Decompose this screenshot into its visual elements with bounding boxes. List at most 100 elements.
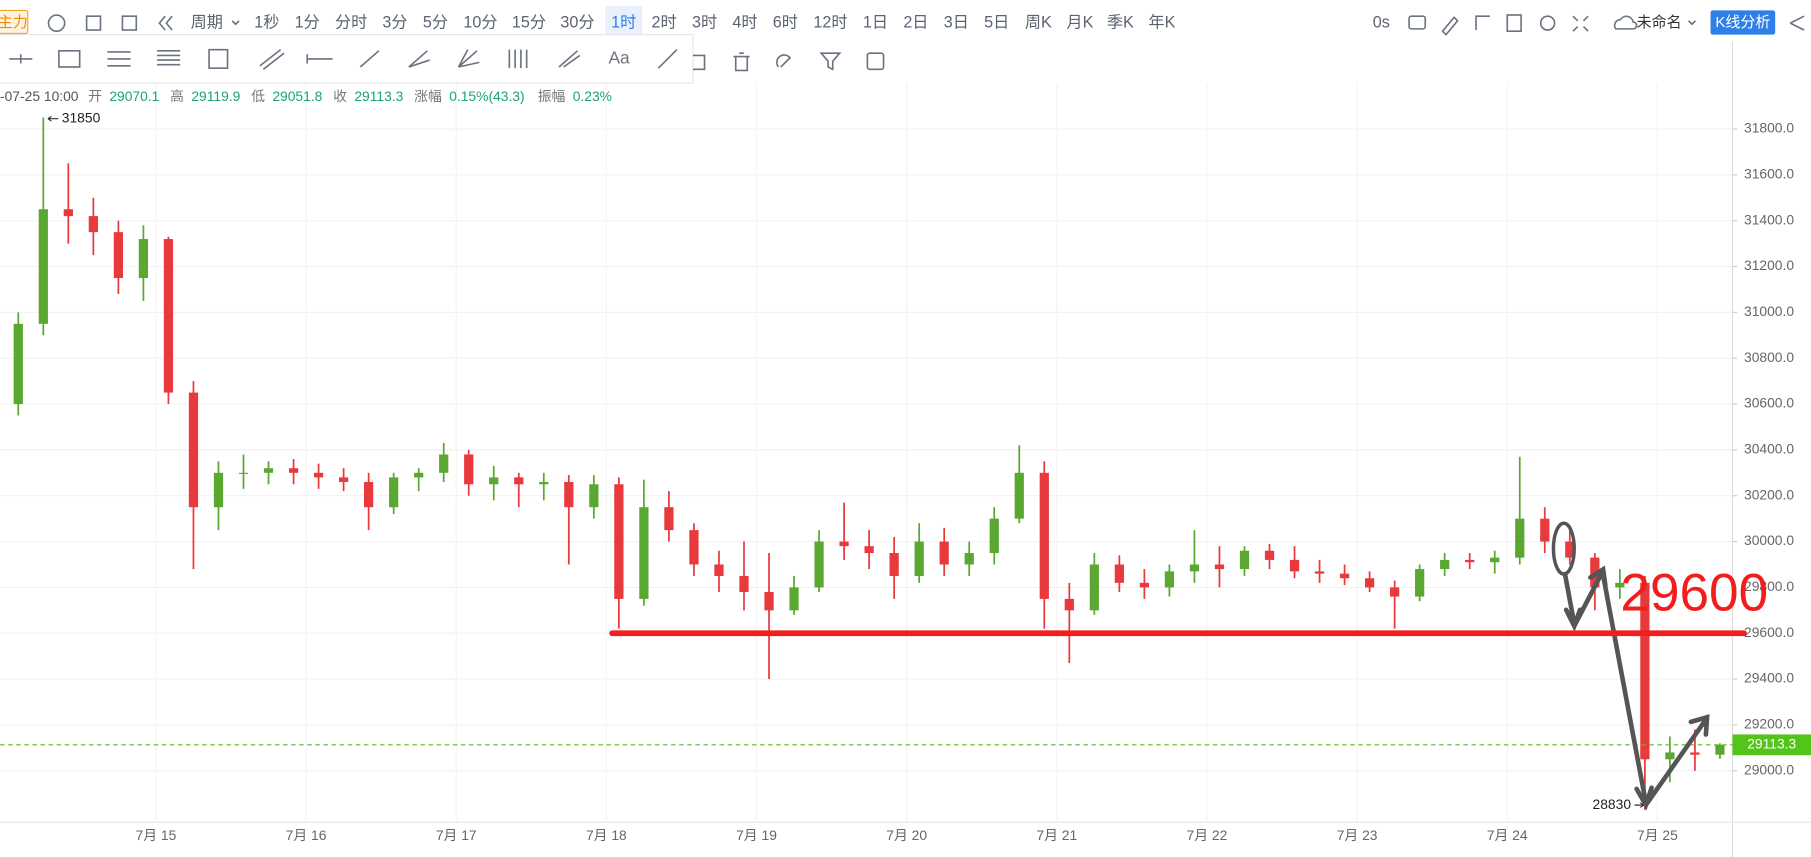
candle-body xyxy=(1690,752,1700,755)
x-tick-label: 7月 20 xyxy=(886,827,927,843)
candle-body xyxy=(1415,569,1425,597)
interval-button[interactable]: 5日 xyxy=(984,13,1009,31)
indicator-label: 主力 xyxy=(0,14,28,31)
interval-button[interactable]: 1分 xyxy=(295,13,320,31)
candle-body xyxy=(439,454,449,473)
interval-button[interactable]: 10分 xyxy=(463,13,497,31)
info-label: 开 xyxy=(88,88,102,104)
candle-body xyxy=(1339,573,1350,579)
fullscreen-icon[interactable] xyxy=(1572,15,1589,32)
interval-button[interactable]: 分时 xyxy=(335,13,367,31)
y-tick-label: 31200.0 xyxy=(1744,257,1794,273)
tool-angle[interactable] xyxy=(408,50,430,68)
x-tick-label: 7月 16 xyxy=(286,827,327,843)
tool-parallel[interactable] xyxy=(259,49,285,70)
layout-icon[interactable] xyxy=(121,15,138,31)
period-label[interactable]: 周期 xyxy=(191,13,223,31)
candle-body xyxy=(188,392,199,508)
candle-body xyxy=(989,518,999,554)
tool-lock[interactable] xyxy=(692,54,706,71)
indicator-button[interactable] xyxy=(0,9,29,35)
interval-button[interactable]: 15分 xyxy=(512,13,546,31)
interval-button[interactable]: 1日 xyxy=(863,13,888,31)
tool-trendline[interactable] xyxy=(359,50,380,68)
interval-button[interactable]: 年K xyxy=(1148,13,1175,31)
calc-icon[interactable] xyxy=(1506,14,1522,32)
calendar-icon[interactable] xyxy=(85,15,102,31)
interval-button[interactable]: 4时 xyxy=(732,13,757,31)
tool-fib[interactable] xyxy=(157,50,181,66)
top-toolbar: 主力 周期 1秒 1分 分时 3分 5分 10分 15分 30分 1时 2时 3时 4时 6时 12时 1日… xyxy=(0,5,1805,39)
cloud-icon[interactable] xyxy=(1613,15,1638,30)
tool-crosshair[interactable] xyxy=(9,54,33,64)
interval-button[interactable]: 6时 xyxy=(773,13,798,31)
interval-button[interactable]: 3时 xyxy=(692,13,717,31)
x-tick-label: 7月 17 xyxy=(436,827,477,843)
candle-body xyxy=(88,216,98,233)
interval-button[interactable]: 3日 xyxy=(944,13,969,31)
interval-button[interactable]: 30分 xyxy=(560,13,594,31)
tool-delete[interactable] xyxy=(733,52,750,72)
candle-body xyxy=(238,472,249,474)
tool-sync[interactable] xyxy=(866,52,885,71)
interval-button[interactable]: 12时 xyxy=(813,13,847,31)
active-interval-bg xyxy=(605,5,643,39)
refresh-label[interactable]: 0s xyxy=(1373,13,1390,31)
lightning-icon[interactable] xyxy=(47,14,66,32)
tool-rect[interactable] xyxy=(58,50,81,68)
candle-body xyxy=(689,530,699,565)
analysis-button-label: K线分析 xyxy=(1715,14,1770,31)
interval-button[interactable]: 1时 xyxy=(611,13,636,31)
interval-button[interactable]: 月K xyxy=(1066,13,1093,31)
interval-button[interactable]: 2日 xyxy=(903,13,928,31)
x-tick-label: 7月 18 xyxy=(586,827,627,843)
pen-icon[interactable] xyxy=(1441,16,1459,36)
candle-body xyxy=(138,239,149,278)
tool-cycle[interactable] xyxy=(508,49,528,69)
candle-body xyxy=(489,477,499,485)
share-icon[interactable] xyxy=(1789,15,1805,31)
candle-body xyxy=(163,239,174,393)
x-tick-label: 7月 15 xyxy=(136,827,177,843)
interval-button[interactable]: 5分 xyxy=(423,13,448,31)
tool-filter[interactable] xyxy=(819,52,842,71)
x-tick-label: 7月 21 xyxy=(1036,827,1077,843)
interval-button[interactable]: 周K xyxy=(1025,13,1052,31)
crop-icon[interactable] xyxy=(1475,15,1490,31)
interval-button[interactable]: 3分 xyxy=(382,13,407,31)
tool-measure[interactable] xyxy=(208,48,229,69)
rewind-icon[interactable] xyxy=(158,15,173,31)
tool-channel[interactable] xyxy=(107,51,131,67)
y-tick-label: 30800.0 xyxy=(1744,349,1794,365)
candle-body xyxy=(113,232,124,278)
candle-body xyxy=(288,468,299,473)
candle-body xyxy=(364,481,374,508)
y-tick-label: 31400.0 xyxy=(1744,211,1794,227)
camera-icon[interactable] xyxy=(1408,15,1427,30)
tool-fan[interactable] xyxy=(457,49,480,68)
candle-body xyxy=(1540,518,1550,542)
interval-button[interactable]: 季K xyxy=(1107,13,1134,31)
tool-magnet[interactable] xyxy=(776,54,792,68)
dropdown-icon xyxy=(1688,20,1697,26)
interval-button[interactable]: 1秒 xyxy=(254,13,279,31)
candle-body xyxy=(964,553,974,565)
y-tick-label: 31600.0 xyxy=(1744,166,1794,182)
tool-text[interactable]: Aa xyxy=(608,47,630,67)
x-tick-label: 7月 22 xyxy=(1187,827,1228,843)
analysis-button[interactable] xyxy=(1710,10,1776,35)
tool-hline[interactable] xyxy=(306,54,333,64)
y-tick-label: 31800.0 xyxy=(1744,120,1794,136)
candle-body xyxy=(1239,550,1250,570)
arrow-annotation xyxy=(1562,565,1710,811)
workspace-name[interactable]: 未命名 xyxy=(1637,13,1682,31)
interval-button[interactable]: 2时 xyxy=(652,13,677,31)
chart-area: 29000.0 29200.0 29400.0 29600.0 29800.0 30000… xyxy=(0,41,1811,857)
info-value: 29119.9 xyxy=(191,88,240,104)
y-tick-label: 29200.0 xyxy=(1744,716,1794,732)
settings-icon[interactable] xyxy=(1539,15,1556,31)
candle-body xyxy=(1214,564,1225,570)
tool-arrow[interactable] xyxy=(657,49,678,69)
tool-gann[interactable] xyxy=(558,50,581,68)
